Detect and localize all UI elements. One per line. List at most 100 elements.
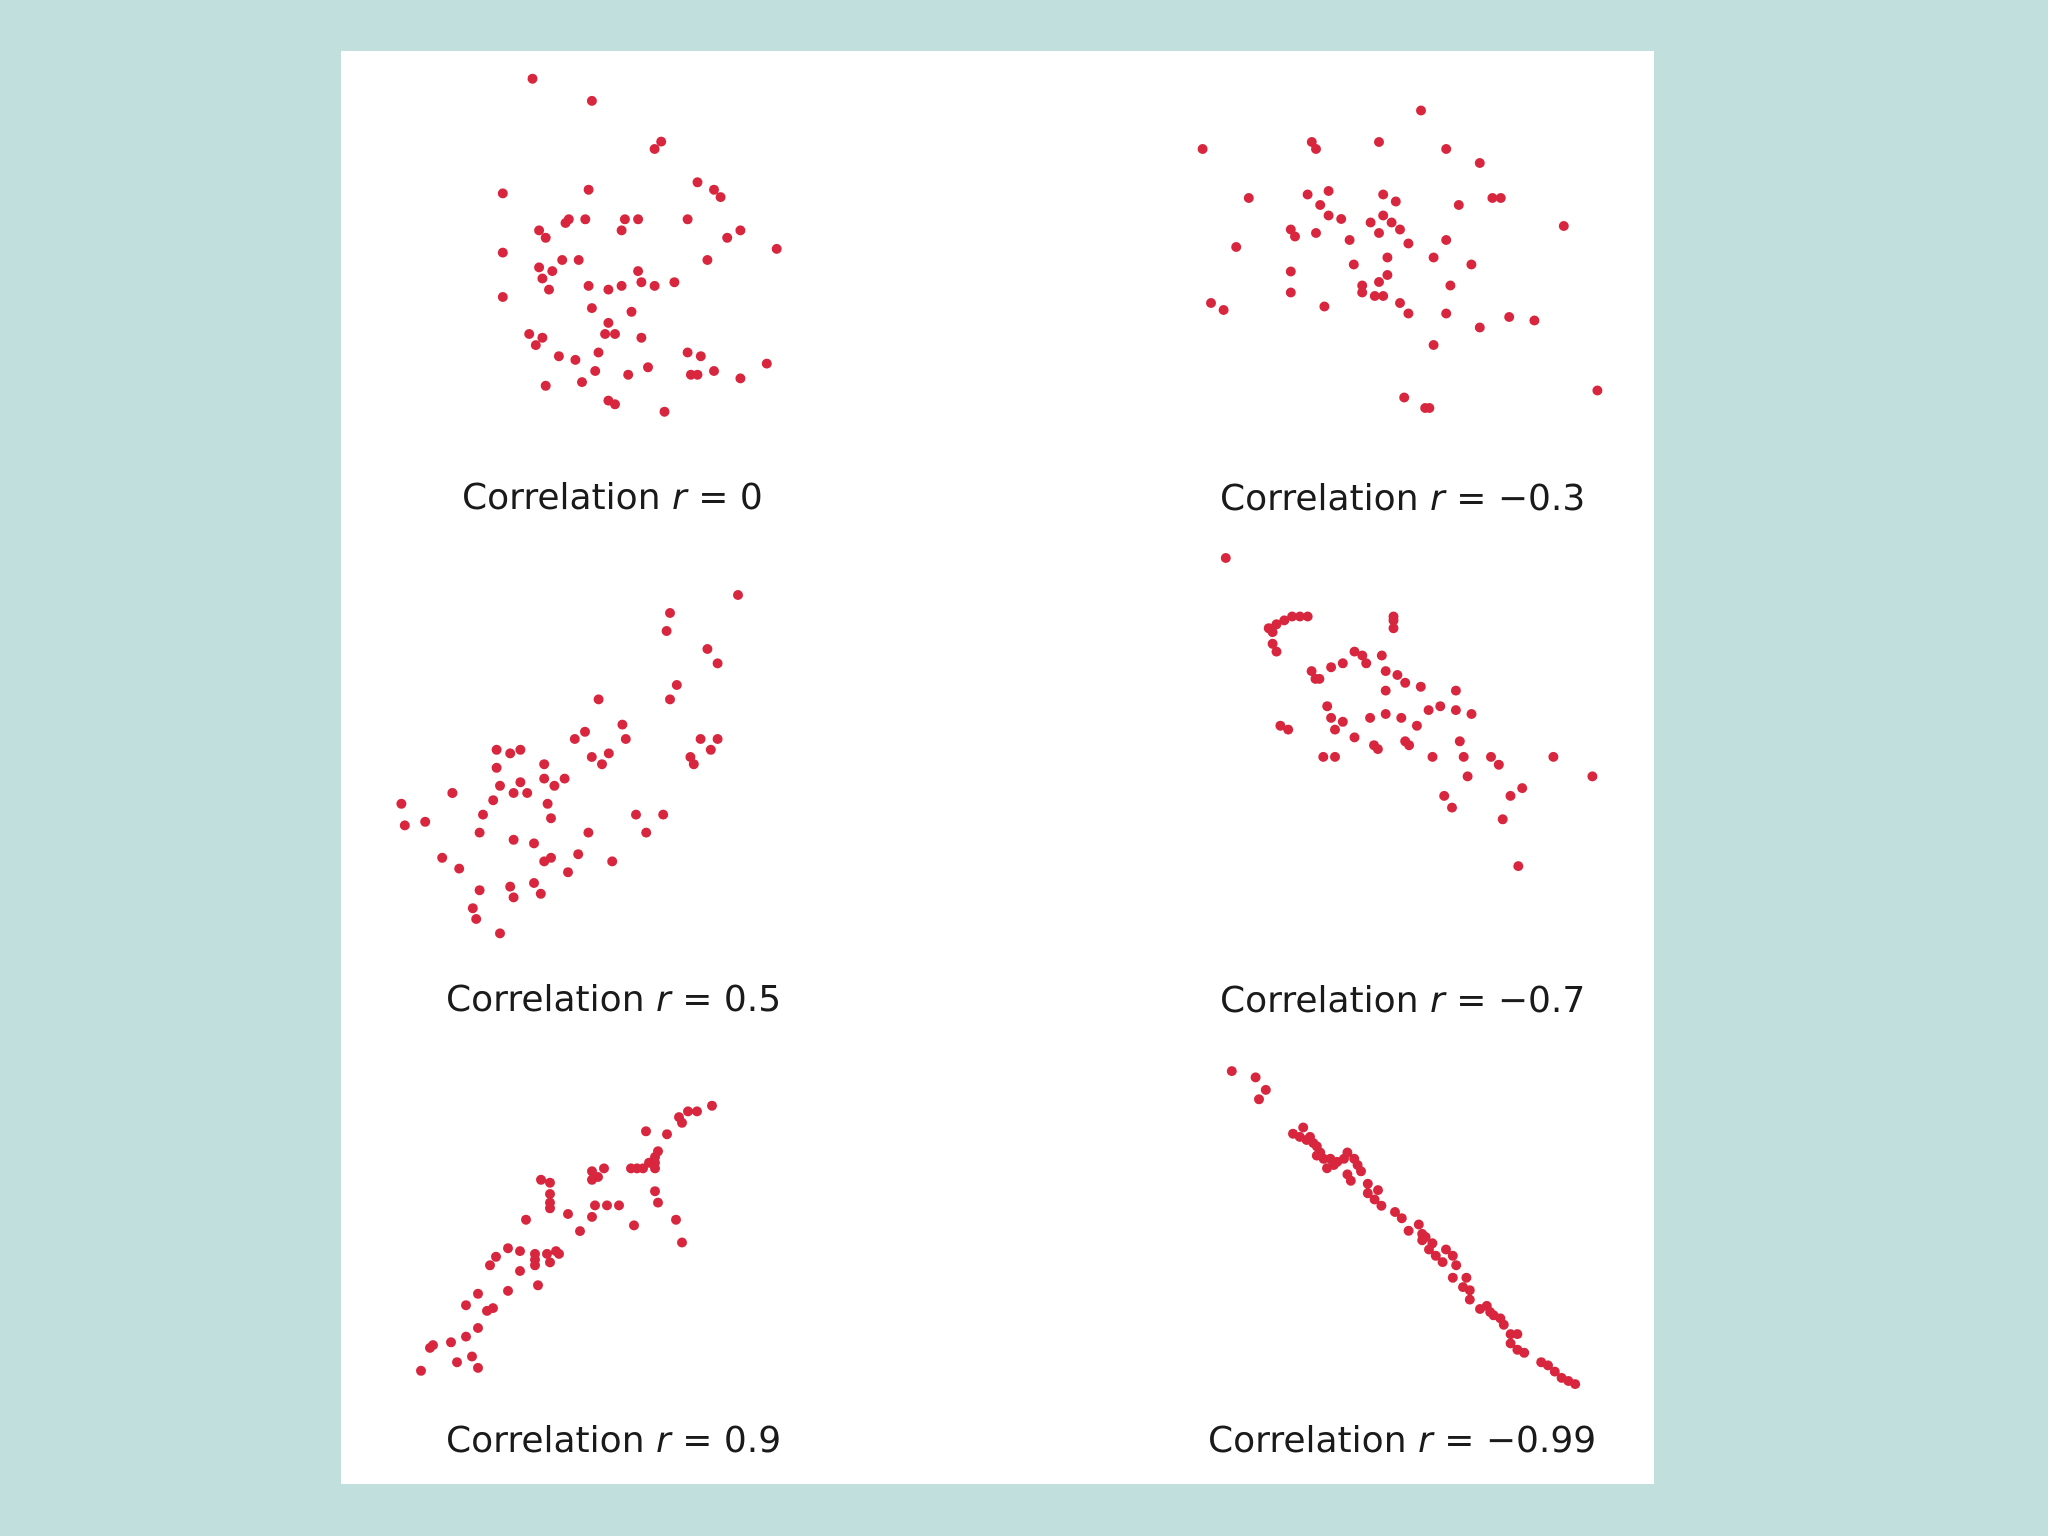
scatter-point	[1337, 716, 1348, 727]
scatter-point	[1349, 646, 1360, 657]
scatter-plot-r-neg-0-3	[1197, 105, 1603, 413]
scatter-point	[1279, 615, 1290, 626]
scatter-point	[683, 1106, 693, 1117]
scatter-point	[522, 788, 533, 798]
caption-equals: =	[682, 979, 713, 1020]
scatter-point	[614, 1200, 624, 1211]
scatter-point	[1294, 611, 1305, 622]
scatter-point	[1543, 1360, 1553, 1371]
scatter-point	[603, 317, 614, 328]
scatter-point	[1403, 308, 1414, 319]
scatter-point	[653, 1197, 663, 1208]
caption-value: 0.5	[723, 979, 782, 1020]
scatter-point	[1512, 1329, 1523, 1340]
caption-r-neg-0-99: Correlation r = −0.99	[1208, 1423, 1596, 1459]
scatter-point	[1382, 252, 1393, 263]
scatter-point	[623, 369, 634, 380]
scatter-point	[1369, 291, 1380, 301]
scatter-point	[1374, 228, 1384, 238]
scatter-point	[1495, 193, 1506, 203]
scatter-point	[1474, 322, 1485, 333]
scatter-point	[649, 144, 660, 154]
scatter-point	[671, 1214, 681, 1225]
caption-equals: =	[682, 1420, 713, 1461]
scatter-point	[659, 406, 670, 417]
scatter-point	[1390, 1207, 1400, 1217]
scatter-point	[557, 255, 568, 265]
scatter-point	[1453, 200, 1464, 210]
scatter-point	[447, 788, 458, 798]
scatter-point	[1275, 720, 1286, 731]
scatter-point	[1374, 277, 1384, 287]
scatter-point	[1271, 646, 1282, 657]
scatter-point	[1374, 137, 1384, 147]
scatter-point	[467, 1351, 477, 1362]
scatter-point	[533, 1280, 543, 1291]
scatter-point	[709, 366, 719, 376]
scatter-point	[497, 247, 508, 258]
scatter-point	[1428, 340, 1439, 350]
scatter-point	[583, 184, 594, 195]
scatter-point	[545, 1257, 555, 1268]
scatter-point	[491, 762, 502, 773]
scatter-point	[682, 347, 693, 358]
scatter-point	[488, 795, 499, 806]
scatter-point	[497, 188, 508, 199]
scatter-point	[1424, 1244, 1434, 1255]
scatter-point	[570, 354, 581, 365]
scatter-point	[610, 399, 620, 410]
scatter-point	[1399, 392, 1410, 403]
scatter-point	[733, 590, 743, 600]
scatter-point	[454, 863, 465, 874]
scatter-point	[599, 1163, 609, 1174]
scatter-point	[425, 1342, 435, 1353]
scatter-point	[1322, 701, 1333, 712]
scatter-point	[529, 838, 539, 849]
scatter-point	[1451, 1260, 1462, 1271]
scatter-point	[603, 284, 614, 295]
scatter-point	[1319, 301, 1330, 312]
scatter-point	[485, 1260, 495, 1271]
scatter-point	[529, 878, 539, 888]
scatter-point	[575, 1226, 585, 1237]
scatter-point	[473, 1323, 483, 1333]
scatter-point	[702, 644, 713, 654]
scatter-point	[1298, 1122, 1309, 1133]
scatter-point	[1311, 228, 1321, 238]
scatter-point	[583, 280, 594, 291]
scatter-point	[491, 744, 502, 755]
scatter-point	[1466, 259, 1477, 270]
scatter-point	[1250, 1072, 1261, 1083]
scatter-point	[1497, 814, 1508, 825]
scatter-point	[1330, 751, 1340, 762]
scatter-point	[616, 280, 627, 291]
scatter-point	[665, 608, 675, 618]
scatter-point	[1285, 266, 1296, 277]
scatter-point	[1373, 1185, 1383, 1196]
scatter-point	[1290, 231, 1300, 242]
scatter-point	[396, 798, 407, 809]
scatter-point	[1362, 1188, 1373, 1199]
scatter-point	[1485, 1307, 1496, 1318]
scatter-point	[549, 780, 560, 791]
scatter-point	[1382, 270, 1393, 280]
scatter-point	[1362, 1178, 1373, 1189]
scatter-point	[1420, 1232, 1431, 1242]
scatter-point	[1318, 751, 1329, 762]
scatter-point	[420, 816, 431, 827]
scatter-point	[467, 903, 478, 914]
scatter-point	[619, 214, 630, 225]
scatter-point	[1285, 287, 1296, 298]
scatter-point	[573, 255, 584, 265]
scatter-point	[761, 358, 772, 369]
scatter-point	[586, 303, 597, 314]
scatter-point	[1519, 1347, 1530, 1358]
scatter-point	[471, 914, 482, 924]
scatter-point	[473, 1362, 483, 1373]
scatter-point	[1386, 217, 1397, 228]
scatter-point	[617, 719, 628, 730]
caption-variable: r	[1429, 980, 1445, 1021]
scatter-point	[452, 1357, 462, 1368]
scatter-point	[692, 1106, 702, 1117]
scatter-point	[712, 658, 723, 669]
